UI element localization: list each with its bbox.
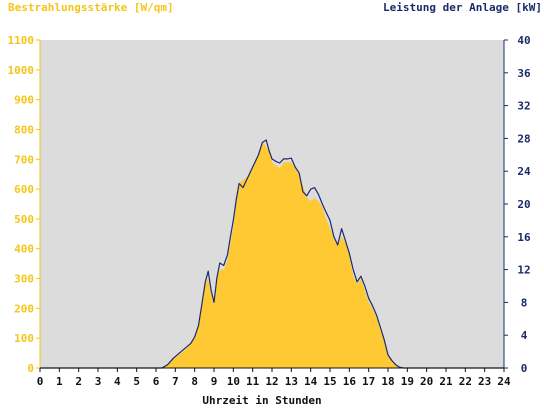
left-tick-label: 800 <box>14 123 34 136</box>
right-tick-label: 0 <box>521 362 528 375</box>
x-tick-label: 1 <box>56 375 63 388</box>
x-tick-label: 21 <box>439 375 453 388</box>
right-tick-label: 16 <box>517 231 531 244</box>
left-tick-label: 200 <box>14 302 34 315</box>
x-tick-label: 24 <box>497 375 511 388</box>
right-tick-label: 32 <box>517 100 530 113</box>
x-tick-label: 9 <box>211 375 218 388</box>
x-tick-label: 4 <box>114 375 121 388</box>
x-tick-label: 3 <box>95 375 102 388</box>
left-tick-label: 100 <box>14 332 34 345</box>
x-tick-label: 10 <box>227 375 240 388</box>
left-tick-label: 1100 <box>8 34 35 47</box>
right-tick-label: 4 <box>521 329 528 342</box>
right-tick-label: 24 <box>517 165 531 178</box>
x-tick-label: 22 <box>459 375 472 388</box>
x-tick-label: 5 <box>133 375 140 388</box>
x-tick-label: 11 <box>246 375 260 388</box>
x-tick-label: 19 <box>401 375 414 388</box>
x-tick-label: 0 <box>37 375 44 388</box>
x-tick-label: 8 <box>191 375 198 388</box>
x-tick-label: 18 <box>381 375 394 388</box>
x-tick-label: 6 <box>153 375 160 388</box>
left-tick-label: 1000 <box>8 64 35 77</box>
series-power-line <box>40 139 504 369</box>
x-tick-label: 16 <box>343 375 357 388</box>
left-tick-label: 400 <box>14 243 34 256</box>
x-tick-label: 23 <box>478 375 491 388</box>
right-tick-label: 40 <box>517 34 530 47</box>
left-tick-label: 300 <box>14 273 34 286</box>
x-tick-label: 2 <box>75 375 82 388</box>
x-tick-label: 14 <box>304 375 318 388</box>
x-tick-label: 15 <box>323 375 336 388</box>
x-tick-label: 12 <box>265 375 278 388</box>
right-tick-label: 12 <box>517 264 530 277</box>
left-tick-label: 900 <box>14 94 34 107</box>
right-tick-label: 28 <box>517 132 530 145</box>
left-tick-label: 700 <box>14 153 34 166</box>
left-axis-title: Bestrahlungsstärke [W/qm] <box>8 1 174 14</box>
series-irradiance-area <box>40 141 504 368</box>
right-tick-label: 36 <box>517 67 531 80</box>
right-axis-title: Leistung der Anlage [kW] <box>383 1 542 14</box>
left-tick-label: 600 <box>14 183 34 196</box>
right-tick-label: 20 <box>517 198 530 211</box>
x-tick-label: 13 <box>285 375 298 388</box>
x-axis-label: Uhrzeit in Stunden <box>202 394 322 407</box>
x-tick-label: 17 <box>362 375 375 388</box>
left-tick-label: 500 <box>14 213 34 226</box>
left-tick-label: 0 <box>27 362 34 375</box>
x-tick-label: 20 <box>420 375 433 388</box>
x-tick-label: 7 <box>172 375 179 388</box>
right-tick-label: 8 <box>521 296 528 309</box>
